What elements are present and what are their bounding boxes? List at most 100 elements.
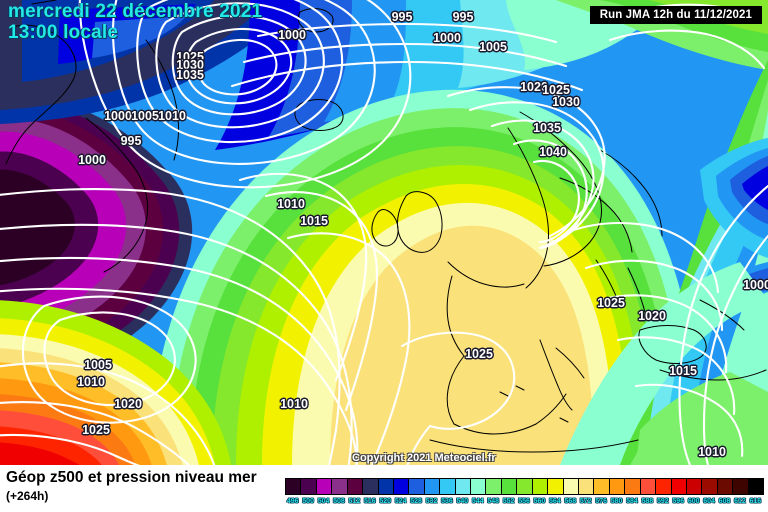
geopotential-fill-layer	[0, 0, 768, 465]
isobar-label: 1035	[533, 121, 561, 135]
colorbar-swatch	[685, 478, 703, 495]
colorbar-tick: 580	[610, 498, 623, 505]
isobar-label: 1010	[280, 397, 308, 411]
colorbar-tick: 552	[502, 498, 515, 505]
colorbar-tick: 608	[718, 498, 731, 505]
coastline-layer	[5, 0, 767, 453]
colorbar-swatch	[531, 478, 549, 495]
isobar-label: 1030	[176, 58, 204, 72]
colorbar-tick: 560	[533, 498, 546, 505]
isobar-label: 1020	[638, 309, 666, 323]
colorbar-swatch	[562, 478, 580, 495]
isobar-label: 1040	[539, 145, 567, 159]
isobar-label: 1005	[479, 40, 507, 54]
colorbar-tick: 564	[549, 498, 561, 505]
valid-time-text: 13:00 locale	[8, 21, 119, 43]
isobar-label: 995	[391, 10, 413, 24]
colorbar-swatch	[377, 478, 394, 495]
colorbar-tick: 588	[641, 498, 654, 505]
isobar-label: 995	[452, 10, 474, 24]
colorbar-tick: 600	[687, 498, 700, 505]
colorbar-tick: 528	[410, 498, 422, 505]
colorbar-swatch	[593, 478, 610, 495]
isobar-label: 1000	[743, 278, 768, 292]
isobar-label: 1000	[78, 153, 106, 167]
valid-time-overlay: mercredi 22 décembre 2021 13:00 locale	[8, 1, 262, 43]
colorbar-swatch	[423, 478, 441, 495]
isobar-label: 1015	[669, 364, 697, 378]
mslp-isobar-layer	[0, 0, 768, 465]
colorbar-tick: 576	[595, 498, 607, 505]
colorbar-tick: 544	[471, 498, 484, 505]
isobar-label: 1020	[114, 397, 142, 411]
colorbar-tick: 572	[579, 498, 592, 505]
colorbar-tick: 516	[363, 498, 376, 505]
legend-title: Géop z500 et pression niveau mer	[6, 469, 257, 486]
colorbar-tick: 568	[564, 498, 577, 505]
colorbar-swatch	[485, 478, 502, 495]
isobar-label: 1025	[597, 296, 625, 310]
colorbar-swatch	[516, 478, 533, 495]
isobar-label: 1025	[82, 423, 110, 437]
isobar-label: 1010	[698, 445, 726, 459]
colorbar-swatch	[470, 478, 487, 495]
colorbar-tick-labels: 496 500 504 508 512 516 520 524 528 532 536 540 544 5…	[285, 495, 763, 509]
colorbar-swatch	[300, 478, 317, 495]
colorbar-tick: 540	[456, 498, 469, 505]
colorbar-swatch	[547, 478, 564, 495]
colorbar-swatch	[392, 478, 410, 495]
colorbar-swatch	[608, 478, 626, 495]
colorbar-swatches	[285, 478, 765, 495]
colorbar-tick: 596	[672, 498, 685, 505]
colorbar-tick: 592	[656, 498, 669, 505]
colorbar-swatch	[701, 478, 718, 495]
isobar-label: 1030	[552, 95, 580, 109]
colorbar-swatch	[362, 478, 379, 495]
copyright-text: Copyright 2021 Meteociel.fr	[352, 452, 496, 464]
colorbar-tick: 616	[749, 498, 762, 505]
colorbar-tick: 532	[425, 498, 438, 505]
colorbar-swatch	[716, 478, 734, 495]
colorbar-swatch	[639, 478, 657, 495]
colorbar-swatch	[454, 478, 472, 495]
colorbar-tick: 524	[394, 498, 407, 505]
isobar-label: 1005	[131, 109, 159, 123]
isobar-label: 1000	[278, 28, 306, 42]
colorbar-tick: 584	[626, 498, 638, 505]
isobar-label: 1010	[77, 375, 105, 389]
isobar-label: 1025	[465, 347, 493, 361]
colorbar-swatch	[732, 478, 749, 495]
colorbar-swatch	[439, 478, 456, 495]
colorbar-tick: 500	[302, 498, 314, 505]
colorbar-swatch	[346, 478, 364, 495]
isobar-label: 1025	[176, 50, 204, 64]
colorbar-swatch	[747, 478, 765, 495]
isobar-label: 1005	[84, 358, 112, 372]
colorbar-tick: 556	[518, 498, 530, 505]
colorbar-tick: 508	[333, 498, 345, 505]
legend-forecast-hour: (+264h)	[6, 489, 49, 503]
forecast-map[interactable]: mercredi 22 décembre 2021 13:00 locale R…	[0, 0, 768, 465]
colorbar-swatch	[578, 478, 595, 495]
colorbar-swatch	[500, 478, 518, 495]
colorbar-tick: 512	[348, 498, 361, 505]
isobar-label: 1020	[520, 80, 548, 94]
colorbar-tick: 520	[379, 498, 392, 505]
colorbar-swatch	[331, 478, 348, 495]
colorbar-swatch	[624, 478, 641, 495]
isobar-label: 1010	[277, 197, 305, 211]
model-run-banner: Run JMA 12h du 11/12/2021	[589, 6, 762, 24]
colorbar: 496 500 504 508 512 516 520 524 528 532 536 540 544 5…	[285, 478, 765, 510]
colorbar-swatch	[408, 478, 425, 495]
colorbar-tick: 496	[286, 498, 299, 505]
colorbar-tick: 612	[734, 498, 746, 505]
colorbar-tick: 504	[317, 498, 330, 505]
isobar-label: 1000	[433, 31, 461, 45]
colorbar-swatch	[670, 478, 687, 495]
colorbar-tick: 536	[441, 498, 453, 505]
isobar-label: 1015	[300, 214, 328, 228]
colorbar-tick: 548	[487, 498, 500, 505]
isobar-label: 1025	[542, 83, 570, 97]
legend-bar: Géop z500 et pression niveau mer (+264h)…	[0, 465, 768, 512]
